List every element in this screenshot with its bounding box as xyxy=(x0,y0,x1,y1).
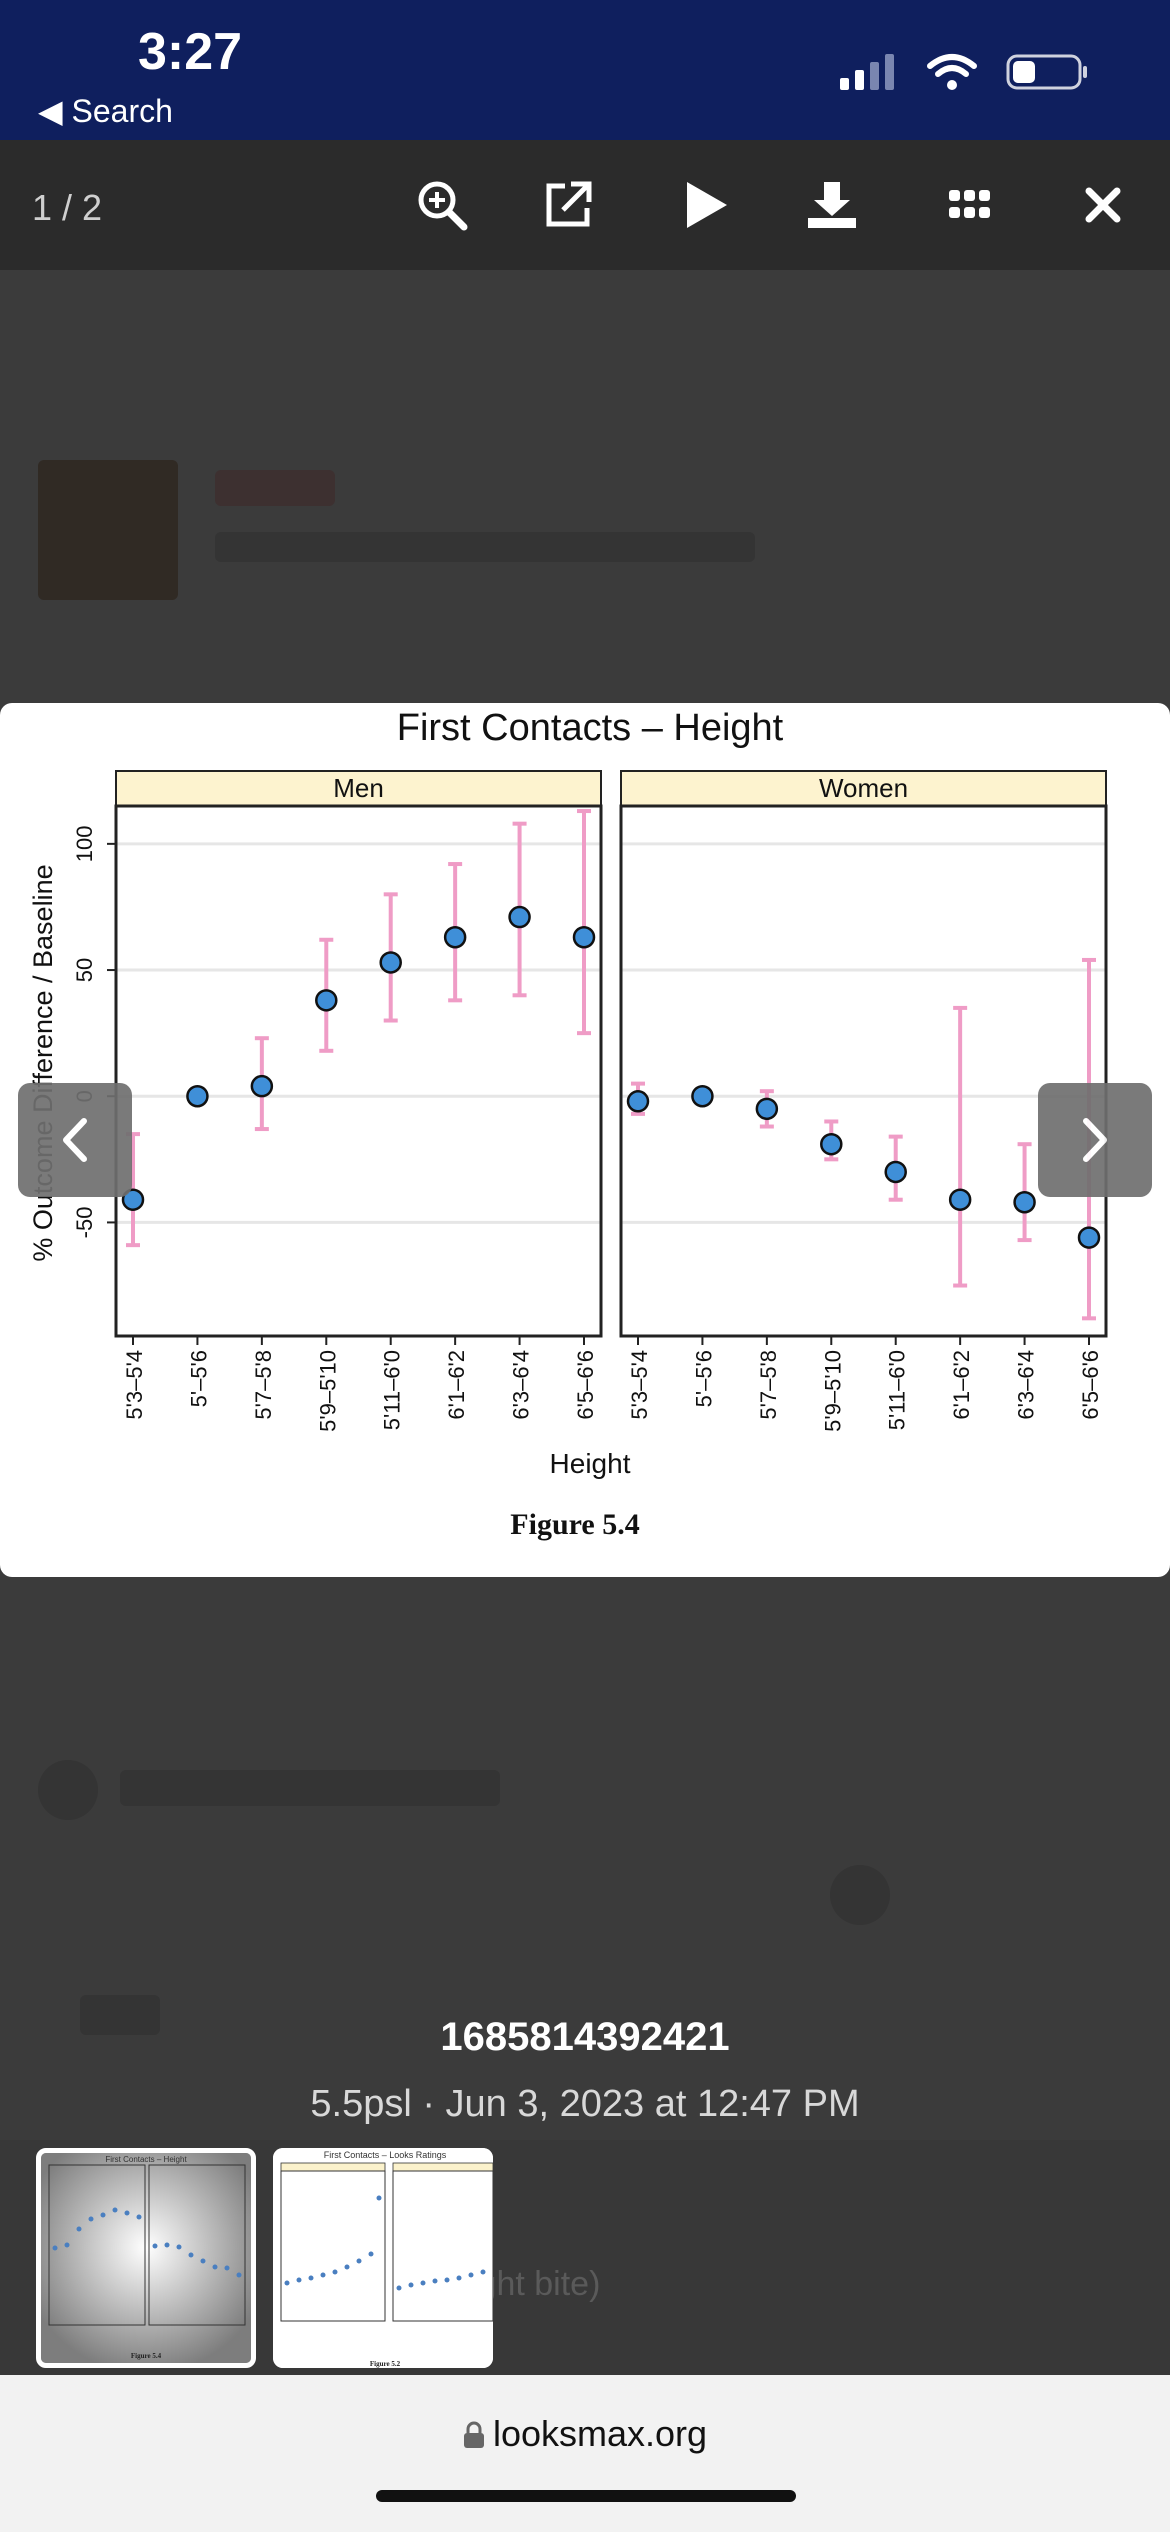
thumbnail-1-title: First Contacts – Height xyxy=(105,2155,187,2164)
wifi-icon xyxy=(927,54,977,90)
battery-icon xyxy=(1006,54,1087,90)
play-icon[interactable] xyxy=(676,175,736,235)
panel-strip xyxy=(620,770,1107,807)
data-point xyxy=(315,989,338,1012)
grid-icon[interactable] xyxy=(940,175,1000,235)
viewer-toolbar: 1 / 2 xyxy=(0,140,1170,270)
panel-frame xyxy=(619,804,1108,1338)
x-tick-label: 6'1–6'2 xyxy=(949,1350,974,1420)
chevron-left-icon xyxy=(63,1118,87,1162)
x-tick-label: 5'7–5'8 xyxy=(251,1350,276,1420)
background-text-line xyxy=(215,532,755,562)
open-external-icon[interactable] xyxy=(538,175,598,235)
background-text-line xyxy=(120,1770,500,1806)
data-point xyxy=(948,1188,972,1211)
background-username xyxy=(215,470,335,506)
data-point xyxy=(884,1160,907,1184)
figure-image: First Contacts – Height Men 5'3–5'4 5'–5'6 5… xyxy=(0,703,1170,1577)
next-image-button[interactable] xyxy=(1038,1083,1152,1197)
x-tick-label: 6'5–6'6 xyxy=(573,1350,598,1420)
close-icon[interactable] xyxy=(1073,175,1133,235)
chart-title: First Contacts – Height xyxy=(397,707,784,749)
thumbnail-1-preview: First Contacts – Height Figure 5.4 xyxy=(41,2153,251,2363)
y-tick-label: 100 xyxy=(72,825,97,862)
data-point xyxy=(1077,1226,1101,1249)
data-point xyxy=(691,1084,714,1108)
panel-frame xyxy=(114,804,603,1338)
thumbnail-2[interactable]: First Contacts – Looks Ratings Figure 5.… xyxy=(273,2148,493,2368)
y-tick-label: 50 xyxy=(72,958,97,982)
data-point xyxy=(820,1132,843,1156)
x-axis-label: Height xyxy=(550,1448,631,1479)
previous-image-button[interactable] xyxy=(18,1083,132,1197)
x-tick-label: 5'11–6'0 xyxy=(380,1350,405,1430)
background-avatar xyxy=(38,460,178,600)
x-tick-label: 5'9–5'10 xyxy=(315,1350,340,1432)
x-tick-label: 5'3–5'4 xyxy=(122,1350,147,1420)
status-bar: 3:27 ◀ Search xyxy=(0,0,1170,140)
lock-icon xyxy=(463,2421,484,2448)
y-tick-label: -50 xyxy=(72,1207,97,1239)
chevron-right-icon xyxy=(1083,1118,1107,1162)
home-indicator[interactable] xyxy=(376,2490,796,2502)
browser-url-bar[interactable]: looksmax.org xyxy=(0,2375,1170,2532)
x-tick-label: 5'7–5'8 xyxy=(756,1350,781,1420)
data-point xyxy=(755,1097,779,1121)
data-point xyxy=(250,1074,274,1098)
x-tick-label: 6'1–6'2 xyxy=(444,1350,469,1420)
data-point xyxy=(186,1084,209,1108)
x-tick-label: 6'3–6'4 xyxy=(1014,1350,1039,1420)
x-tick-label: 6'5–6'6 xyxy=(1078,1350,1103,1420)
status-icons xyxy=(840,52,1090,92)
data-point xyxy=(121,1188,145,1211)
data-point xyxy=(1013,1190,1036,1214)
cellular-signal-icon xyxy=(840,54,894,90)
data-point xyxy=(443,925,467,949)
thumbnail-1-label: Figure 5.4 xyxy=(131,2352,162,2360)
download-icon[interactable] xyxy=(802,175,862,235)
background-icon xyxy=(38,1760,98,1820)
x-tick-label: 5'–5'6 xyxy=(186,1350,211,1407)
image-counter: 1 / 2 xyxy=(32,187,103,228)
x-tick-label: 5'3–5'4 xyxy=(627,1350,652,1420)
back-to-search-link[interactable]: ◀ Search xyxy=(38,93,173,129)
data-point xyxy=(572,925,596,949)
chart: First Contacts – Height Men 5'3–5'4 5'–5'6 5… xyxy=(28,707,1108,1541)
data-point xyxy=(626,1090,650,1113)
panel-label-women: Women xyxy=(819,773,908,803)
zoom-in-icon[interactable] xyxy=(412,175,472,235)
data-point xyxy=(379,951,402,974)
image-title: 1685814392421 xyxy=(440,2015,730,2059)
x-tick-label: 5'11–6'0 xyxy=(885,1350,910,1430)
image-subtitle: 5.5psl · Jun 3, 2023 at 12:47 PM xyxy=(310,2083,860,2125)
background-icon xyxy=(830,1865,890,1925)
thumbnail-2-label: Figure 5.2 xyxy=(370,2360,401,2368)
panel-label-men: Men xyxy=(333,773,384,803)
x-tick-label: 6'3–6'4 xyxy=(509,1350,534,1420)
y-axis-label: % Outcome Difference / Baseline xyxy=(28,864,58,1261)
background-text-line xyxy=(80,1995,160,2035)
thumbnail-2-preview: First Contacts – Looks Ratings Figure 5.… xyxy=(273,2148,493,2368)
thumbnail-1[interactable]: First Contacts – Height Figure 5.4 xyxy=(36,2148,256,2368)
url-domain: looksmax.org xyxy=(492,2413,708,2454)
status-time: 3:27 xyxy=(138,23,243,81)
data-point xyxy=(508,905,531,929)
thumbnail-2-title: First Contacts – Looks Ratings xyxy=(324,2150,447,2160)
url-display[interactable]: looksmax.org xyxy=(0,2413,1170,2455)
figure-label: Figure 5.4 xyxy=(510,1508,639,1541)
x-tick-label: 5'9–5'10 xyxy=(820,1350,845,1432)
x-tick-label: 5'–5'6 xyxy=(691,1350,716,1407)
